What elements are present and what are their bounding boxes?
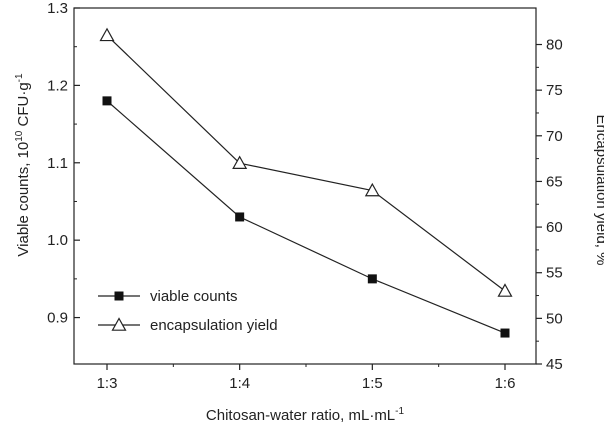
y-right-tick-label-70: 70	[546, 128, 563, 145]
y-left-tick-label-1-3: 1.3	[47, 0, 68, 17]
x-tick-label-1-3: 1:3	[97, 375, 118, 392]
y-left-tick-label-1-1: 1.1	[47, 155, 68, 172]
y-right-tick-label-75: 75	[546, 82, 563, 99]
left-axis: 0.9 1.0 1.1 1.2 1.3	[47, 0, 80, 327]
x-tick-label-1-6: 1:6	[495, 375, 516, 392]
y-right-tick-label-55: 55	[546, 265, 563, 282]
x-tick-label-1-5: 1:5	[362, 375, 383, 392]
y-right-tick-label-45: 45	[546, 356, 563, 373]
y-right-tick-label-60: 60	[546, 219, 563, 236]
legend: viable counts encapsulation yield	[98, 288, 278, 334]
plot-frame	[73, 7, 537, 365]
point-encapsulation-yield-1-3	[99, 27, 115, 42]
y-left-axis-title: Viable counts, 1010 CFU·g-1	[14, 73, 32, 257]
y-right-tick-label-65: 65	[546, 173, 563, 190]
legend-marker-encapsulation-yield	[111, 317, 127, 331]
legend-marker-viable-counts	[114, 291, 124, 301]
y-left-tick-label-0-9: 0.9	[47, 310, 68, 327]
y-right-tick-label-80: 80	[546, 37, 563, 54]
legend-label-encapsulation-yield: encapsulation yield	[150, 317, 278, 334]
point-encapsulation-yield-1-5	[364, 182, 380, 197]
x-axis-title: Chitosan-water ratio, mL·mL-1	[206, 406, 405, 424]
legend-label-viable-counts: viable counts	[150, 288, 238, 305]
point-viable-counts-1-5	[367, 274, 377, 284]
point-encapsulation-yield-1-4	[232, 155, 248, 169]
point-viable-counts-1-6	[500, 328, 510, 338]
right-axis: 45 50 55 60 65 70 75 80	[536, 37, 563, 373]
y-right-tick-label-50: 50	[546, 310, 563, 327]
point-encapsulation-yield-1-6	[497, 283, 513, 297]
point-viable-counts-1-3	[102, 96, 112, 106]
x-axis: 1:3 1:4 1:5 1:6	[97, 364, 516, 392]
y-right-axis-title: Encapsulation yield, %	[593, 115, 604, 266]
series-line-viable-counts	[106, 100, 506, 334]
point-viable-counts-1-4	[235, 212, 245, 222]
y-left-tick-label-1-2: 1.2	[47, 77, 68, 94]
x-tick-label-1-4: 1:4	[229, 375, 250, 392]
series-line-encapsulation-yield	[106, 34, 506, 292]
y-left-tick-label-1-0: 1.0	[47, 232, 68, 249]
series-layer	[99, 27, 513, 338]
plot-border	[73, 7, 537, 365]
